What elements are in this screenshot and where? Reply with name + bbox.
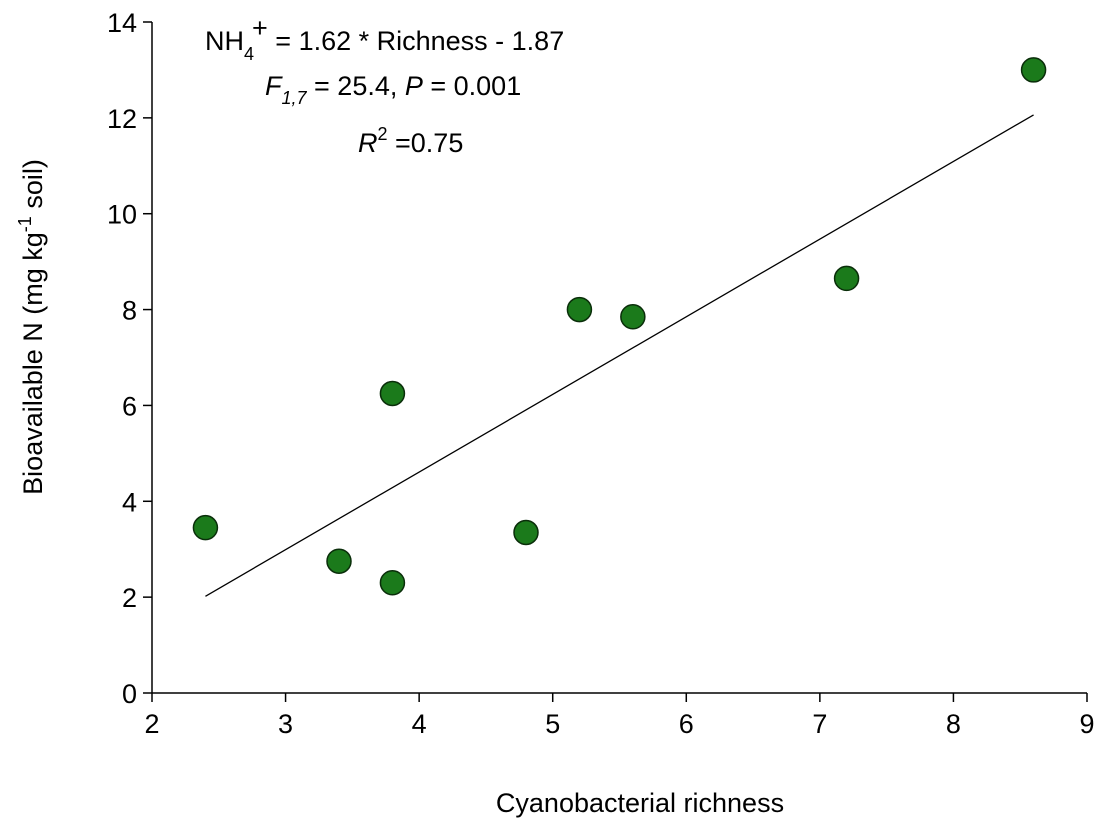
y-tick-label-14: 14 — [107, 8, 137, 38]
x-tick-label-3: 3 — [278, 709, 293, 739]
x-axis-title: Cyanobacterial richness — [496, 788, 784, 818]
data-point-2 — [326, 548, 352, 574]
x-tick-label-2: 2 — [144, 709, 159, 739]
f-df: 1,7 — [282, 88, 308, 108]
data-point-6 — [566, 296, 593, 323]
r-sup: 2 — [378, 124, 388, 144]
y-tick-label-0: 0 — [122, 679, 137, 709]
y-tick-label-8: 8 — [122, 296, 137, 326]
f-test-annotation: F1,7 = 25.4, P = 0.001 — [265, 71, 521, 108]
equation-rhs: = 1.62 * Richness - 1.87 — [268, 26, 564, 56]
y-ticks: 0 2 4 6 8 10 12 14 — [107, 8, 152, 709]
y-axis-title-tail: soil) — [18, 159, 48, 216]
y-tick-label-12: 12 — [107, 104, 137, 134]
r-value: =0.75 — [388, 128, 464, 158]
y-axis-title-main: Bioavailable N (mg kg — [18, 232, 48, 495]
y-axis-title: Bioavailable N (mg kg-1 soil) — [15, 159, 48, 495]
r-squared-annotation: R2 =0.75 — [358, 124, 463, 158]
f-letter: F — [265, 71, 283, 101]
data-point-4 — [379, 380, 406, 407]
data-points — [192, 57, 1047, 596]
x-tick-label-9: 9 — [1079, 709, 1094, 739]
y-tick-label-10: 10 — [107, 200, 137, 230]
regression-equation: NH4+ = 1.62 * Richness - 1.87 — [205, 13, 564, 64]
y-tick-label-2: 2 — [122, 583, 137, 613]
data-point-5 — [513, 519, 539, 546]
r-letter: R — [358, 128, 378, 158]
equation-sup: + — [252, 13, 268, 43]
equation-nh: NH — [205, 26, 244, 56]
x-tick-label-4: 4 — [412, 709, 427, 739]
x-tick-label-8: 8 — [946, 709, 961, 739]
x-tick-label-5: 5 — [545, 709, 560, 739]
y-tick-label-6: 6 — [122, 391, 137, 421]
equation-sub: 4 — [244, 44, 254, 64]
data-point-3 — [379, 570, 406, 596]
p-letter: P — [405, 71, 423, 101]
regression-line — [205, 114, 1034, 597]
y-tick-label-4: 4 — [122, 487, 137, 517]
data-point-8 — [833, 265, 860, 292]
x-ticks: 2 3 4 5 6 7 8 9 — [144, 693, 1095, 739]
y-axis-title-sup: -1 — [15, 216, 35, 232]
data-point-9 — [1020, 57, 1047, 83]
data-point-7 — [620, 304, 646, 330]
p-value: = 0.001 — [423, 71, 521, 101]
data-point-1 — [192, 514, 219, 541]
x-tick-label-7: 7 — [812, 709, 827, 739]
x-tick-label-6: 6 — [679, 709, 694, 739]
f-value: = 25.4, — [307, 71, 405, 101]
